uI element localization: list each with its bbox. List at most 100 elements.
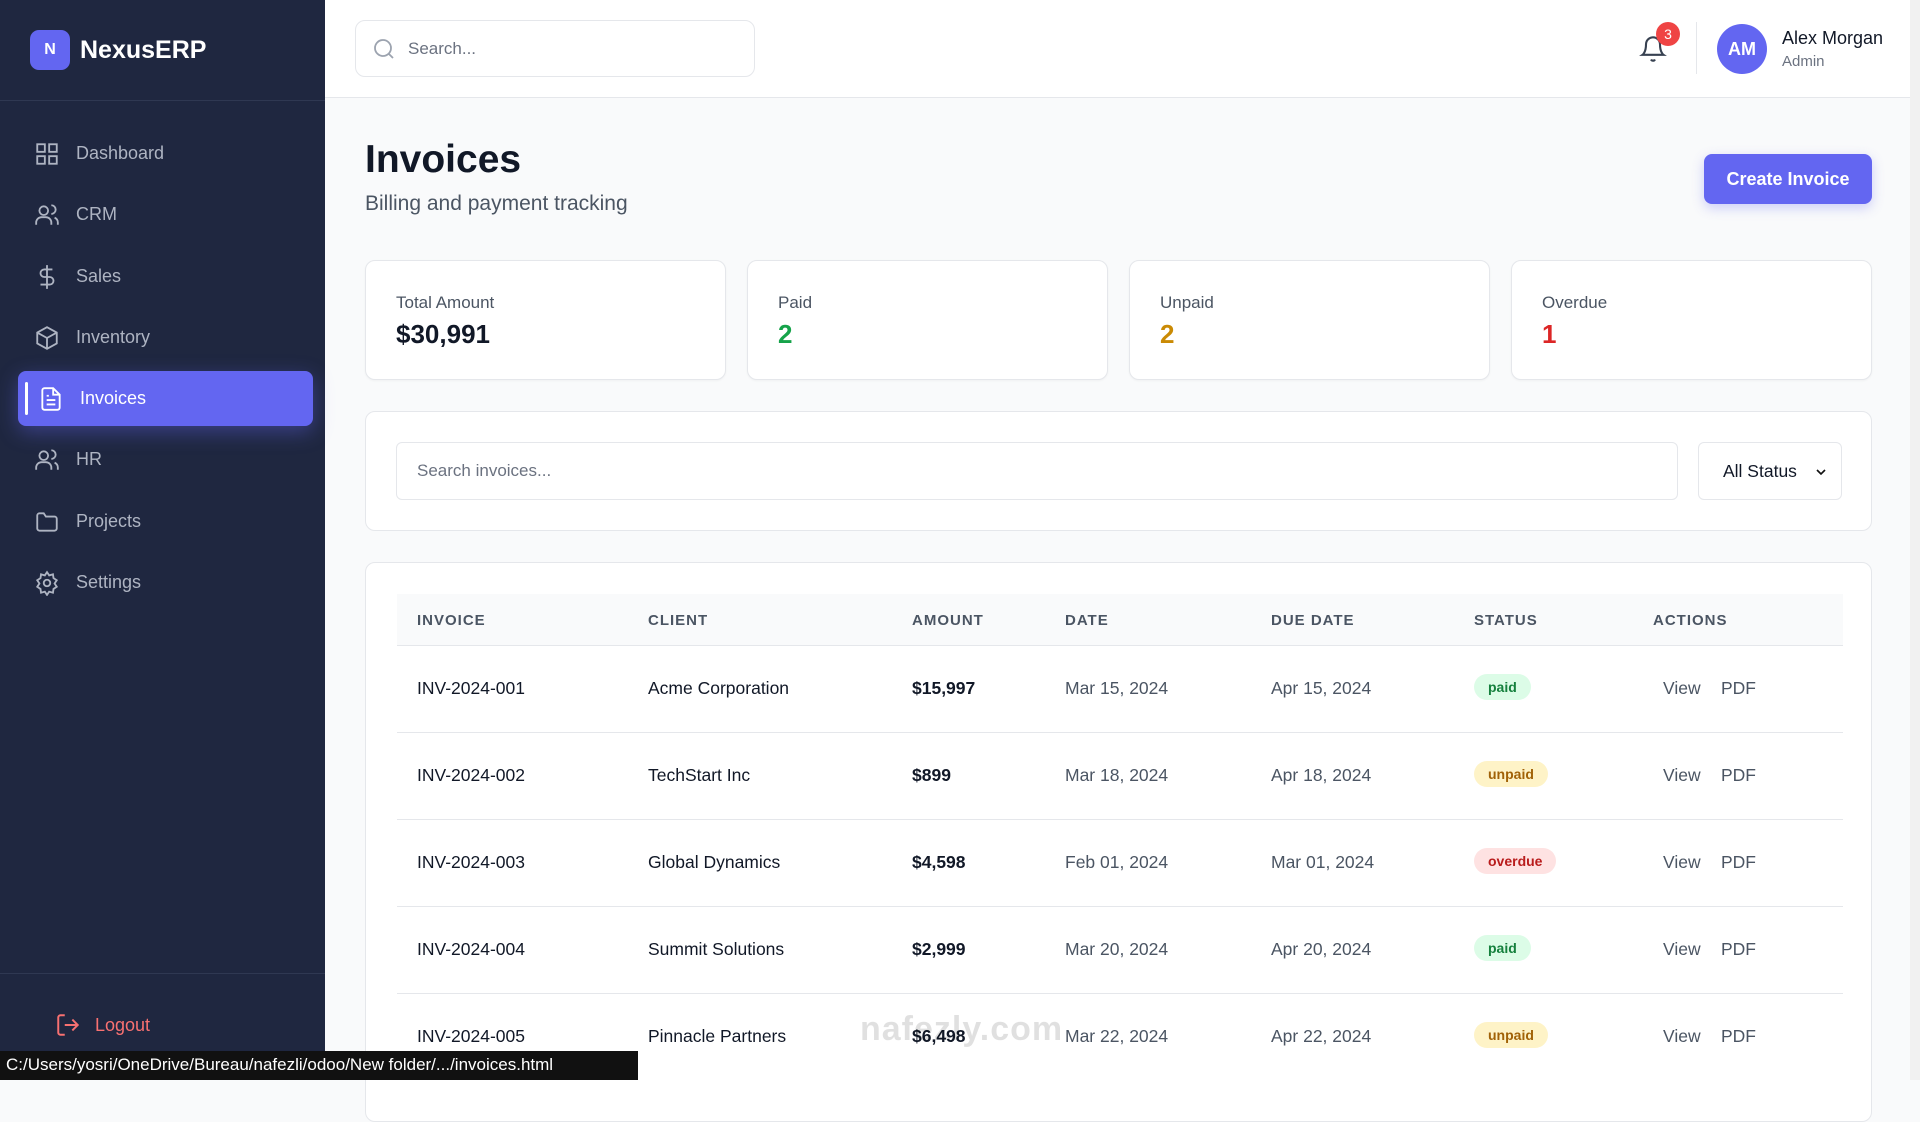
user-role: Admin bbox=[1782, 53, 1825, 70]
nav-item[interactable]: Dashboard bbox=[18, 126, 313, 181]
table-panel: INVOICE CLIENT AMOUNT DATE DUE DATE STATUS ACT… bbox=[365, 562, 1872, 1122]
action-link[interactable]: View bbox=[1663, 852, 1701, 872]
action-link[interactable]: View bbox=[1663, 678, 1701, 698]
icon bbox=[35, 203, 59, 225]
action-link[interactable]: PDF bbox=[1721, 852, 1756, 872]
nav-item-active[interactable]: Invoices bbox=[18, 371, 313, 426]
icon bbox=[1816, 469, 1826, 476]
nav-label: Inventory bbox=[76, 327, 151, 347]
notification-badge: 3 bbox=[1656, 22, 1680, 46]
cell: $6,498 bbox=[912, 1026, 966, 1046]
cell: Mar 20, 2024 bbox=[1065, 939, 1169, 959]
page-title: Invoices bbox=[365, 138, 522, 181]
logo-name: NexusERP bbox=[80, 36, 207, 64]
cell: Mar 22, 2024 bbox=[1065, 1026, 1169, 1046]
nav-item[interactable]: Sales bbox=[18, 249, 313, 304]
cell: INV-2024-002 bbox=[417, 765, 525, 785]
stat-card: Unpaid 2 bbox=[1129, 260, 1490, 380]
stat-value: 1 bbox=[1542, 319, 1557, 349]
icon bbox=[36, 511, 58, 532]
row-divider bbox=[397, 732, 1843, 733]
cell: INV-2024-005 bbox=[417, 1026, 525, 1046]
icon bbox=[374, 38, 394, 59]
stat-label: Unpaid bbox=[1160, 293, 1214, 312]
icon bbox=[41, 386, 61, 411]
column-header: DATE bbox=[1065, 612, 1109, 629]
nav-item[interactable]: Inventory bbox=[18, 310, 313, 365]
cell: Apr 15, 2024 bbox=[1271, 678, 1372, 698]
logout[interactable]: Logout bbox=[55, 1012, 150, 1038]
action-link[interactable]: PDF bbox=[1721, 765, 1756, 785]
status-bar: C:/Users/yosri/OneDrive/Bureau/nafezli/o… bbox=[0, 1051, 638, 1080]
nav-label: Invoices bbox=[80, 388, 147, 408]
status-pill: unpaid bbox=[1474, 1022, 1548, 1048]
nav-label: Sales bbox=[76, 266, 122, 286]
nav-item[interactable]: HR bbox=[18, 432, 313, 487]
nav-label: Dashboard bbox=[76, 143, 165, 163]
cell: Feb 01, 2024 bbox=[1065, 852, 1169, 872]
action-link[interactable]: View bbox=[1663, 1026, 1701, 1046]
stat-value: 2 bbox=[778, 319, 793, 349]
logo-badge: N bbox=[30, 30, 70, 70]
stat-value: 2 bbox=[1160, 319, 1175, 349]
status-pill: paid bbox=[1474, 935, 1531, 961]
cell: $2,999 bbox=[912, 939, 966, 959]
nav-label: Settings bbox=[76, 572, 142, 592]
table-header bbox=[397, 594, 1843, 646]
divider bbox=[0, 973, 325, 974]
cell: Summit Solutions bbox=[648, 939, 785, 959]
row-divider bbox=[397, 819, 1843, 820]
nav-label: HR bbox=[76, 449, 102, 469]
column-header: CLIENT bbox=[648, 612, 709, 629]
avatar[interactable]: AM bbox=[1717, 24, 1767, 74]
cell: Mar 01, 2024 bbox=[1271, 852, 1375, 872]
icon bbox=[35, 570, 59, 596]
stat-value: $30,991 bbox=[396, 319, 490, 349]
column-header: DUE DATE bbox=[1271, 612, 1355, 629]
cell: $15,997 bbox=[912, 678, 976, 698]
stat-card: Total Amount $30,991 bbox=[365, 260, 726, 380]
action-link[interactable]: View bbox=[1663, 939, 1701, 959]
icon bbox=[36, 325, 58, 350]
cell: Apr 18, 2024 bbox=[1271, 765, 1372, 785]
user-name: Alex Morgan bbox=[1782, 28, 1884, 48]
cell: TechStart Inc bbox=[648, 765, 751, 785]
stat-card: Paid 2 bbox=[747, 260, 1108, 380]
scrollbar bbox=[1910, 0, 1920, 1080]
column-header: ACTIONS bbox=[1653, 612, 1728, 629]
cell: INV-2024-003 bbox=[417, 852, 525, 872]
stat-label: Paid bbox=[778, 293, 813, 312]
select-label: All Status bbox=[1723, 460, 1797, 481]
column-header: INVOICE bbox=[417, 612, 486, 629]
icon bbox=[57, 1014, 80, 1036]
nav-item[interactable]: CRM bbox=[18, 187, 313, 242]
create-invoice-button[interactable]: Create Invoice bbox=[1704, 154, 1872, 204]
column-header: AMOUNT bbox=[912, 612, 984, 629]
action-link[interactable]: PDF bbox=[1721, 1026, 1756, 1046]
placeholder: Search... bbox=[408, 38, 477, 58]
bell[interactable] bbox=[1639, 35, 1667, 63]
icon bbox=[39, 264, 55, 289]
status-pill: paid bbox=[1474, 674, 1531, 700]
nav-item[interactable]: Settings bbox=[18, 555, 313, 610]
cell: INV-2024-001 bbox=[417, 678, 525, 698]
stat-label: Overdue bbox=[1542, 293, 1608, 312]
divider bbox=[1696, 22, 1697, 74]
action-link[interactable]: View bbox=[1663, 765, 1701, 785]
cell: Global Dynamics bbox=[648, 852, 781, 872]
cell: INV-2024-004 bbox=[417, 939, 525, 959]
global-search[interactable]: Search... bbox=[355, 20, 755, 77]
invoice-search[interactable]: Search invoices... bbox=[396, 442, 1678, 500]
action-link[interactable]: PDF bbox=[1721, 678, 1756, 698]
status-select[interactable]: All Status bbox=[1698, 442, 1842, 500]
action-link[interactable]: PDF bbox=[1721, 939, 1756, 959]
cell: Acme Corporation bbox=[648, 678, 790, 698]
status-pill: overdue bbox=[1474, 848, 1557, 874]
page-subtitle: Billing and payment tracking bbox=[365, 192, 628, 215]
cell: $4,598 bbox=[912, 852, 966, 872]
icon bbox=[35, 448, 59, 470]
nav-item[interactable]: Projects bbox=[18, 494, 313, 549]
cell: Apr 20, 2024 bbox=[1271, 939, 1372, 959]
